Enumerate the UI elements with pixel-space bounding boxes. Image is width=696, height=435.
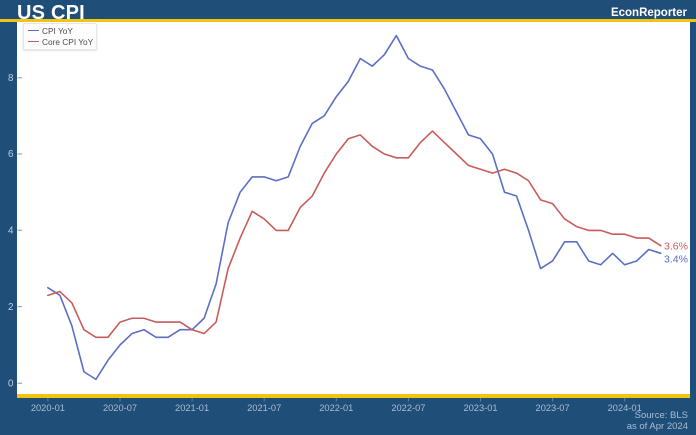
svg-text:2020-01: 2020-01 — [31, 403, 65, 413]
svg-text:8: 8 — [8, 73, 14, 84]
svg-text:3.4%: 3.4% — [664, 254, 688, 266]
svg-text:2020-07: 2020-07 — [103, 403, 137, 413]
svg-text:4: 4 — [8, 225, 14, 236]
svg-text:2022-01: 2022-01 — [319, 403, 353, 413]
svg-text:0: 0 — [8, 378, 14, 389]
svg-text:2021-01: 2021-01 — [175, 403, 209, 413]
svg-text:2023-07: 2023-07 — [536, 403, 570, 413]
svg-text:2023-01: 2023-01 — [463, 403, 497, 413]
svg-text:3.6%: 3.6% — [664, 241, 688, 253]
svg-text:2022-07: 2022-07 — [391, 403, 425, 413]
svg-text:6: 6 — [8, 149, 14, 160]
svg-text:2: 2 — [8, 302, 13, 313]
svg-text:2021-07: 2021-07 — [247, 403, 281, 413]
